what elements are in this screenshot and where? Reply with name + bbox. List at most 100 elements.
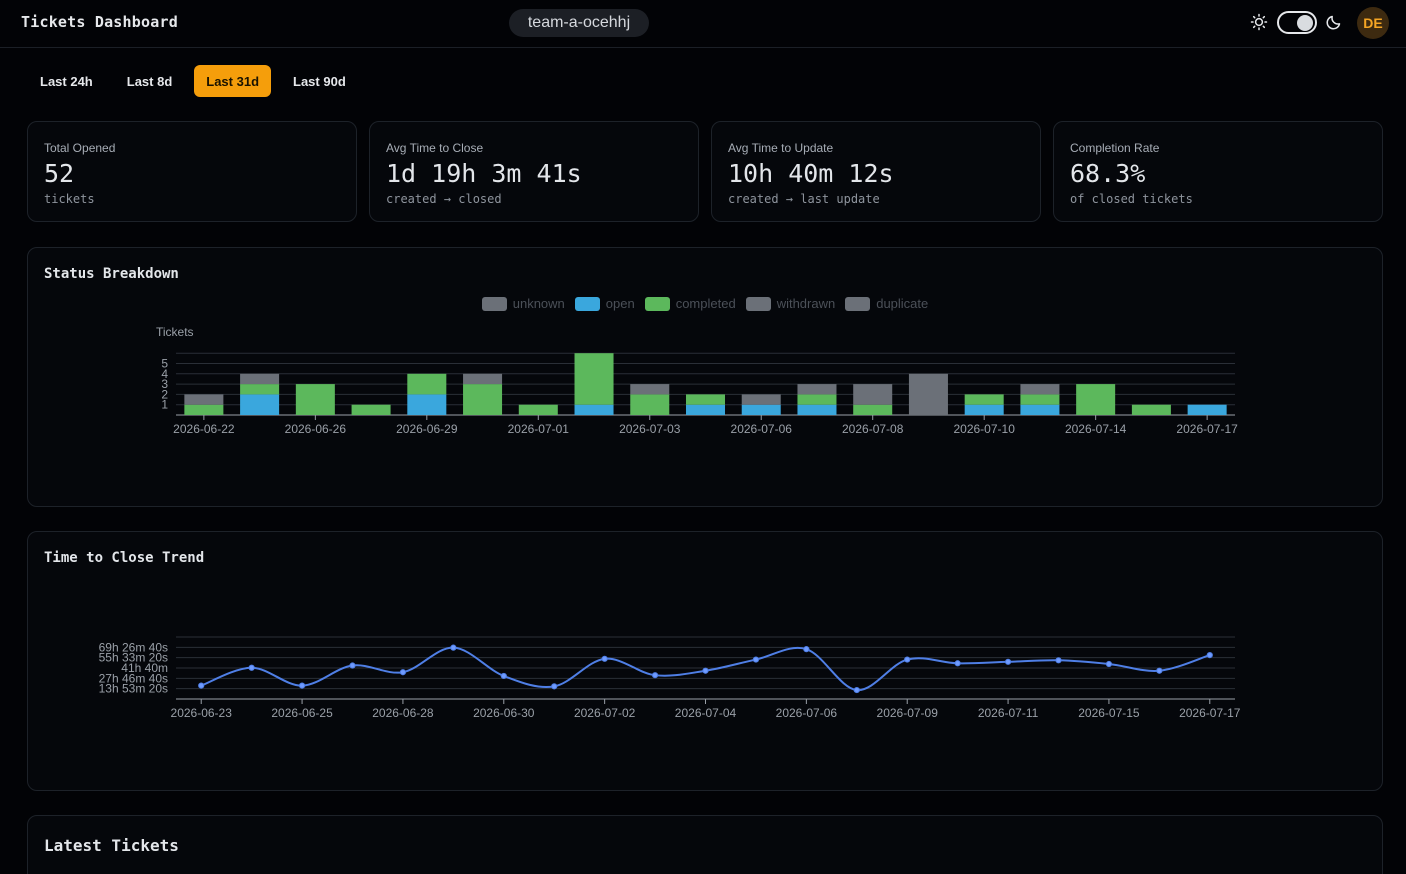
bar-segment-other — [1020, 384, 1060, 395]
chart-legend: unknown open completed withdrawn duplica… — [28, 296, 1382, 311]
data-point — [349, 662, 356, 669]
legend-item-unknown[interactable]: unknown — [481, 296, 565, 311]
x-tick-label: 2026-07-03 — [619, 422, 681, 436]
x-tick-label: 2026-07-02 — [574, 706, 636, 720]
stat-value: 10h 40m 12s — [728, 159, 894, 188]
bar-segment-other — [240, 373, 280, 385]
y-tick-label: 41h 40m — [121, 661, 168, 675]
x-tick-label: 2026-07-10 — [953, 422, 1015, 436]
bar-segment-completed — [1020, 394, 1060, 405]
legend-label: withdrawn — [776, 296, 836, 311]
tab-last-31d[interactable]: Last 31d — [194, 65, 272, 97]
stat-value: 1d 19h 3m 41s — [386, 159, 582, 188]
data-point — [1055, 657, 1062, 664]
y-tick-label: 5 — [161, 357, 168, 371]
bar-segment-completed — [184, 404, 224, 415]
data-point — [298, 682, 306, 689]
y-tick-label: 3 — [161, 377, 168, 391]
legend-label: completed — [675, 296, 736, 311]
tab-last-90d[interactable]: Last 90d — [293, 73, 346, 89]
data-point — [450, 644, 457, 651]
x-tick-label: 2026-06-28 — [372, 706, 434, 720]
x-tick-label: 2026-06-30 — [473, 706, 535, 720]
stat-card-completion-rate: Completion Rate 68.3% of closed tickets — [1053, 121, 1383, 222]
stat-subtitle: created → closed — [386, 192, 502, 206]
bar-segment-other — [463, 373, 503, 385]
time-to-close-panel: Time to Close Trend 13h 53m 20s 27h 46m 4… — [27, 531, 1383, 791]
tab-last-24h[interactable]: Last 24h — [40, 73, 93, 89]
moon-icon[interactable] — [1326, 12, 1344, 30]
bar-segment-completed — [1076, 384, 1116, 415]
x-tick-label: 2026-06-26 — [285, 422, 347, 436]
stat-card-avg-time-to-update: Avg Time to Update 10h 40m 12s created →… — [711, 121, 1041, 222]
legend-swatch — [644, 296, 670, 311]
bar-segment-completed — [853, 404, 893, 415]
data-point — [248, 664, 255, 671]
tab-last-8d[interactable]: Last 8d — [126, 73, 173, 89]
data-point — [601, 655, 608, 662]
bar-segment-completed — [630, 394, 670, 415]
y-axis-label: Tickets — [156, 325, 194, 339]
bar-segment-open — [407, 394, 447, 415]
bar-segment-completed — [240, 384, 280, 395]
status-breakdown-panel: Status Breakdown unknown open completed … — [27, 247, 1383, 507]
x-tick-label: 2026-06-29 — [396, 422, 458, 436]
bar-segment-open — [1020, 404, 1060, 415]
section-title: Latest Tickets — [44, 836, 179, 855]
y-tick-label: 2 — [161, 387, 168, 401]
bar-segment-other — [797, 384, 837, 395]
bar-segment-other — [853, 384, 893, 405]
legend-item-duplicate[interactable]: duplicate — [845, 296, 928, 311]
x-tick-label: 2026-07-17 — [1176, 422, 1238, 436]
bar-segment-completed — [574, 353, 614, 405]
data-point — [904, 656, 911, 663]
data-point — [651, 672, 659, 679]
data-point — [803, 646, 810, 653]
legend-label: open — [605, 296, 635, 311]
legend-swatch — [481, 296, 507, 311]
bar-segment-open — [574, 404, 614, 415]
stat-card-total-opened: Total Opened 52 tickets — [27, 121, 357, 222]
x-tick-label: 2026-06-22 — [173, 422, 235, 436]
bar-segment-open — [741, 404, 781, 415]
section-title: Time to Close Trend — [44, 550, 205, 566]
latest-tickets-panel: Latest Tickets — [27, 815, 1383, 874]
stat-card-avg-time-to-close: Avg Time to Close 1d 19h 3m 41s created … — [369, 121, 699, 222]
legend-item-completed[interactable]: completed — [644, 296, 736, 311]
theme-toggle[interactable] — [1277, 11, 1317, 34]
stat-subtitle: tickets — [44, 192, 95, 206]
bar-segment-other — [741, 394, 781, 405]
bar-segment-completed — [964, 394, 1004, 405]
x-tick-label: 2026-07-11 — [978, 706, 1039, 720]
bar-segment-completed — [685, 394, 726, 405]
bar-segment-other — [184, 394, 224, 405]
app-title: Tickets Dashboard — [21, 13, 178, 31]
x-tick-label: 2026-07-01 — [508, 422, 570, 436]
team-selector[interactable]: team-a-ocehhj — [509, 9, 649, 37]
legend-item-withdrawn[interactable]: withdrawn — [745, 296, 836, 311]
y-tick-label: 13h 53m 20s — [99, 682, 168, 696]
data-point — [399, 669, 407, 676]
data-point — [1004, 658, 1012, 665]
bar-segment-completed — [1131, 404, 1171, 415]
stat-value: 68.3% — [1070, 159, 1146, 188]
y-tick-label: 55h 33m 20s — [99, 651, 168, 665]
avatar[interactable]: DE — [1357, 7, 1389, 39]
top-bar: Tickets Dashboard team-a-ocehhj DE — [0, 0, 1406, 48]
y-tick-label: 4 — [161, 367, 168, 381]
bar-segment-completed — [407, 373, 447, 395]
y-tick-label: 69h 26m 40s — [99, 640, 168, 654]
x-tick-label: 2026-06-25 — [271, 706, 333, 720]
sun-icon[interactable] — [1250, 13, 1268, 31]
toggle-knob — [1297, 14, 1313, 31]
bar-segment-completed — [797, 394, 837, 405]
stat-subtitle: of closed tickets — [1070, 192, 1193, 206]
stat-label: Total Opened — [44, 141, 116, 155]
x-tick-label: 2026-07-17 — [1179, 706, 1241, 720]
legend-item-open[interactable]: open — [574, 296, 635, 311]
bar-segment-completed — [463, 384, 503, 415]
x-tick-label: 2026-07-06 — [731, 422, 793, 436]
x-tick-label: 2026-07-15 — [1078, 706, 1140, 720]
bar-segment-completed — [518, 404, 558, 415]
y-tick-label: 27h 46m 40s — [99, 671, 168, 685]
